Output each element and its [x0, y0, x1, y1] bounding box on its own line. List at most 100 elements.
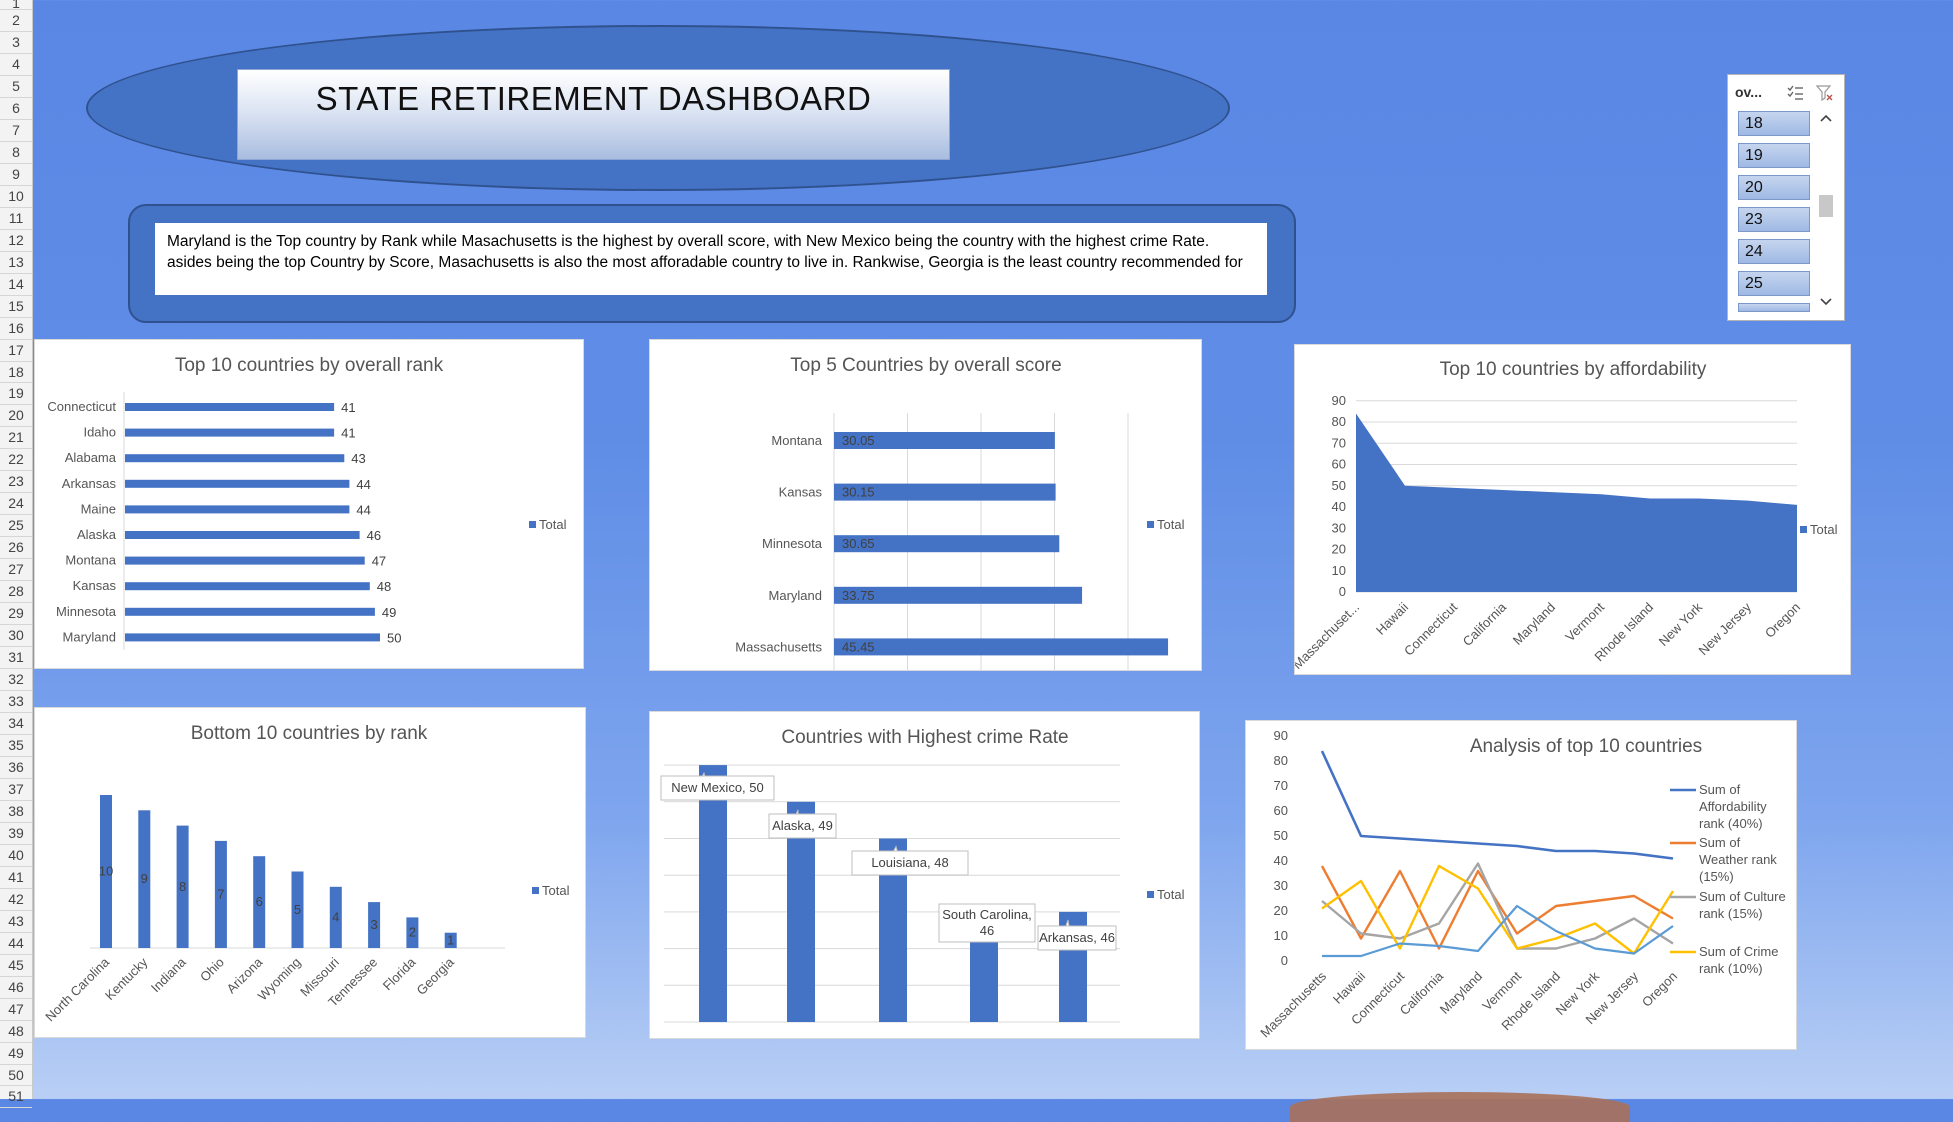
bar — [329, 886, 342, 948]
row-number[interactable]: 32 — [0, 669, 32, 692]
row-number[interactable]: 8 — [0, 142, 32, 164]
row-number[interactable]: 41 — [0, 867, 32, 889]
row-number[interactable]: 12 — [0, 230, 32, 252]
row-number[interactable]: 23 — [0, 471, 32, 494]
row-number[interactable]: 6 — [0, 98, 32, 120]
bar — [125, 556, 365, 565]
chart-title: Top 10 countries by affordability — [1440, 359, 1707, 380]
background-hill — [1290, 1092, 1630, 1122]
category-label: Massachusetts — [1257, 968, 1329, 1040]
row-number[interactable]: 25 — [0, 515, 32, 538]
data-label: 41 — [341, 426, 355, 441]
row-number[interactable]: 19 — [0, 383, 32, 406]
category-label: Maryland — [63, 629, 116, 644]
slicer[interactable]: ov... 18 19 20 23 24 25 — [1727, 74, 1845, 321]
category-label: Kentucky — [102, 954, 151, 1003]
row-number[interactable]: 45 — [0, 955, 32, 977]
row-number[interactable]: 15 — [0, 296, 32, 318]
slicer-item[interactable]: 19 — [1738, 143, 1810, 168]
chart-top5-overall-score[interactable]: Top 5 Countries by overall score Montana 3… — [649, 339, 1202, 671]
row-number[interactable]: 40 — [0, 845, 32, 867]
row-number[interactable]: 34 — [0, 713, 32, 735]
row-number[interactable]: 33 — [0, 691, 32, 713]
chart-title: Bottom 10 countries by rank — [191, 723, 428, 744]
y-tick-label: 0 — [1339, 584, 1346, 599]
slicer-item[interactable]: 24 — [1738, 239, 1810, 264]
chart-bottom10-rank[interactable]: Bottom 10 countries by rank 10 North Carol… — [34, 707, 586, 1038]
data-label: 5 — [294, 902, 301, 917]
chart-top10-overall-rank[interactable]: Top 10 countries by overall rank Connecti… — [34, 339, 584, 669]
row-number[interactable]: 21 — [0, 427, 32, 450]
slicer-item[interactable]: 25 — [1738, 271, 1810, 296]
data-label: 46 — [367, 528, 381, 543]
legend-label: Sum of Crime — [1699, 944, 1778, 959]
legend-label: Sum of — [1699, 835, 1741, 850]
chart-svg: Analysis of top 10 countries 0 10 20 30 40 50 6… — [1257, 728, 1785, 1040]
row-number[interactable]: 47 — [0, 999, 32, 1021]
chart-top10-affordability[interactable]: Top 10 countries by affordability 0 10 20 30… — [1294, 344, 1851, 675]
data-label: 30.65 — [842, 536, 875, 551]
multi-select-icon[interactable] — [1786, 84, 1804, 102]
row-number[interactable]: 35 — [0, 735, 32, 757]
bar — [834, 432, 1055, 449]
row-number[interactable]: 16 — [0, 318, 32, 340]
slicer-scrollbar[interactable] — [1816, 109, 1836, 313]
row-number[interactable]: 36 — [0, 757, 32, 779]
summary-textbox[interactable]: Maryland is the Top country by Rank whil… — [155, 223, 1267, 295]
area-series — [1356, 413, 1797, 592]
bar — [125, 633, 380, 642]
clear-filter-icon[interactable] — [1816, 84, 1834, 102]
row-number[interactable]: 22 — [0, 449, 32, 472]
category-label: Ohio — [197, 955, 227, 985]
row-number[interactable]: 11 — [0, 208, 32, 230]
row-number[interactable]: 28 — [0, 581, 32, 604]
row-number[interactable]: 9 — [0, 164, 32, 186]
row-number[interactable]: 26 — [0, 537, 32, 560]
row-number[interactable]: 39 — [0, 823, 32, 845]
category-label: New York — [1656, 599, 1706, 649]
y-tick-label: 90 — [1332, 393, 1346, 408]
slicer-header: ov... — [1735, 81, 1839, 105]
row-number[interactable]: 17 — [0, 340, 32, 362]
row-number[interactable]: 42 — [0, 889, 32, 911]
slicer-item[interactable]: 23 — [1738, 207, 1810, 232]
legend-label: Weather rank — [1699, 852, 1777, 867]
row-number[interactable]: 31 — [0, 647, 32, 670]
row-number[interactable]: 51 — [0, 1086, 32, 1109]
row-number[interactable]: 38 — [0, 801, 32, 823]
data-label: 10 — [99, 864, 113, 879]
row-number[interactable]: 48 — [0, 1021, 32, 1043]
legend-label: Affordability — [1699, 799, 1767, 814]
callout-box — [938, 903, 1036, 943]
row-number[interactable]: 3 — [0, 32, 32, 54]
row-number[interactable]: 49 — [0, 1043, 32, 1065]
row-number[interactable]: 37 — [0, 779, 32, 801]
callout-label: 46 — [980, 923, 994, 938]
row-number[interactable]: 5 — [0, 76, 32, 98]
row-number[interactable]: 27 — [0, 559, 32, 582]
chart-analysis-top10[interactable]: Analysis of top 10 countries 0 10 20 30 40 50 6… — [1245, 720, 1797, 1050]
row-number[interactable]: 4 — [0, 54, 32, 76]
row-number[interactable]: 30 — [0, 625, 32, 648]
line-series — [1321, 864, 1675, 955]
row-number[interactable]: 18 — [0, 362, 32, 384]
row-number[interactable]: 1 — [0, 0, 32, 10]
row-number[interactable]: 13 — [0, 252, 32, 274]
row-number[interactable]: 46 — [0, 977, 32, 999]
row-number[interactable]: 2 — [0, 10, 32, 32]
category-label: Maryland — [1510, 600, 1558, 648]
row-number[interactable]: 50 — [0, 1065, 32, 1087]
row-number[interactable]: 29 — [0, 603, 32, 626]
row-number[interactable]: 14 — [0, 274, 32, 296]
row-number[interactable]: 43 — [0, 911, 32, 933]
row-number[interactable]: 10 — [0, 186, 32, 208]
chart-highest-crime-rate[interactable]: Countries with Highest crime Rate New Mex… — [649, 711, 1200, 1039]
row-number[interactable]: 20 — [0, 405, 32, 428]
slicer-item[interactable]: 20 — [1738, 175, 1810, 200]
row-number[interactable]: 7 — [0, 120, 32, 142]
row-number[interactable]: 44 — [0, 933, 32, 955]
slicer-item-partial[interactable] — [1738, 303, 1810, 312]
row-number[interactable]: 24 — [0, 493, 32, 516]
slicer-item[interactable]: 18 — [1738, 111, 1810, 136]
bar — [834, 535, 1060, 553]
